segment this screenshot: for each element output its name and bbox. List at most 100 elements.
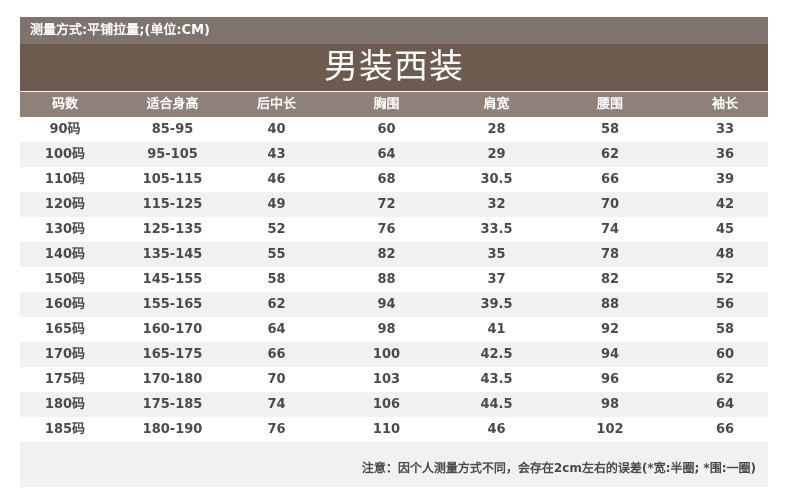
cell-height: 135-145 — [142, 247, 203, 262]
cell-waist: 94 — [600, 347, 620, 362]
footnote: 注意：因个人测量方式不同，会存在2cm左右的误差(*宽:半圈; *围:一圈) — [361, 461, 756, 475]
cell-shoulder: 41 — [487, 322, 506, 337]
cell-height: 160-170 — [142, 322, 203, 337]
cell-waist: 98 — [600, 397, 620, 412]
cell-back-length: 64 — [267, 322, 286, 337]
cell-back-length: 74 — [267, 397, 286, 412]
cell-size: 130码 — [44, 222, 86, 237]
cell-height: 145-155 — [142, 272, 203, 287]
header-back-length: 后中长 — [256, 97, 296, 112]
cell-height: 85-95 — [151, 122, 194, 137]
header-waist: 腰围 — [596, 97, 623, 112]
cell-sleeve: 60 — [715, 347, 735, 362]
cell-shoulder: 46 — [487, 422, 506, 437]
cell-sleeve: 64 — [715, 397, 735, 412]
cell-waist: 88 — [600, 297, 620, 312]
cell-shoulder: 37 — [487, 272, 506, 287]
cell-chest: 100 — [372, 347, 401, 362]
cell-shoulder: 28 — [487, 122, 506, 137]
cell-waist: 102 — [596, 422, 624, 437]
cell-size: 100码 — [44, 147, 86, 162]
cell-height: 125-135 — [142, 222, 203, 237]
cell-shoulder: 32 — [487, 197, 506, 212]
cell-waist: 66 — [600, 172, 620, 187]
cell-shoulder: 39.5 — [480, 297, 513, 312]
table-row: 180码 175-185 74 106 44.5 98 64 — [20, 392, 768, 417]
table-row: 165码 160-170 64 98 41 92 58 — [20, 317, 768, 342]
cell-chest: 110 — [372, 422, 401, 437]
table-row: 130码 125-135 52 76 33.5 74 45 — [20, 217, 768, 242]
cell-height: 175-185 — [142, 397, 203, 412]
cell-size: 150码 — [44, 272, 86, 287]
header-sleeve: 袖长 — [711, 97, 738, 112]
cell-back-length: 62 — [267, 297, 286, 312]
table-row: 140码 135-145 55 82 35 78 48 — [20, 242, 768, 267]
cell-height: 115-125 — [142, 197, 203, 212]
cell-size: 180码 — [44, 397, 86, 412]
cell-back-length: 49 — [267, 197, 286, 212]
cell-waist: 62 — [600, 147, 620, 162]
cell-back-length: 58 — [267, 272, 286, 287]
cell-height: 95-105 — [147, 147, 198, 162]
cell-waist: 82 — [600, 272, 620, 287]
cell-height: 180-190 — [142, 422, 203, 437]
cell-chest: 68 — [377, 172, 396, 187]
chart-title: 男装西装 — [20, 44, 768, 91]
cell-size: 165码 — [44, 322, 86, 337]
table-row: 150码 145-155 58 88 37 82 52 — [20, 267, 768, 292]
cell-chest: 98 — [377, 322, 396, 337]
cell-height: 170-180 — [142, 372, 203, 387]
header-chest: 胸围 — [373, 97, 400, 112]
cell-shoulder: 35 — [487, 247, 506, 262]
cell-sleeve: 58 — [715, 322, 735, 337]
cell-back-length: 66 — [267, 347, 286, 362]
cell-chest: 64 — [377, 147, 396, 162]
cell-height: 165-175 — [142, 347, 203, 362]
cell-chest: 103 — [372, 372, 401, 387]
cell-chest: 106 — [372, 397, 401, 412]
cell-shoulder: 42.5 — [480, 347, 513, 362]
cell-sleeve: 62 — [715, 372, 735, 387]
cell-back-length: 46 — [267, 172, 286, 187]
cell-size: 185码 — [44, 422, 86, 437]
cell-chest: 94 — [377, 297, 396, 312]
table-header: 码数 适合身高 后中长 胸围 肩宽 腰围 袖长 — [20, 92, 768, 117]
cell-size: 140码 — [44, 247, 86, 262]
cell-size: 175码 — [44, 372, 86, 387]
cell-waist: 92 — [600, 322, 620, 337]
cell-back-length: 55 — [267, 247, 286, 262]
cell-waist: 96 — [600, 372, 620, 387]
table-row: 160码 155-165 62 94 39.5 88 56 — [20, 292, 768, 317]
table-row: 170码 165-175 66 100 42.5 94 60 — [20, 342, 768, 367]
cell-size: 120码 — [44, 197, 86, 212]
table-row: 110码 105-115 46 68 30.5 66 39 — [20, 167, 768, 192]
cell-chest: 76 — [377, 222, 396, 237]
table-row: 100码 95-105 43 64 29 62 36 — [20, 142, 768, 167]
table-body: 90码 85-95 40 60 28 58 33 100码 95-105 43 64 29 62 36 11… — [20, 117, 768, 442]
table-row: 90码 85-95 40 60 28 58 33 — [20, 117, 768, 142]
cell-size: 110码 — [44, 172, 86, 187]
cell-back-length: 52 — [267, 222, 286, 237]
table-row: 185码 180-190 76 110 46 102 66 — [20, 417, 768, 442]
cell-sleeve: 66 — [715, 422, 735, 437]
table-row: 175码 170-180 70 103 43.5 96 62 — [20, 367, 768, 392]
cell-waist: 70 — [600, 197, 620, 212]
cell-shoulder: 30.5 — [480, 172, 513, 187]
table-row: 120码 115-125 49 72 32 70 42 — [20, 192, 768, 217]
cell-back-length: 76 — [267, 422, 286, 437]
header-size: 码数 — [51, 97, 78, 112]
header-height: 适合身高 — [146, 97, 199, 112]
cell-shoulder: 33.5 — [480, 222, 513, 237]
cell-back-length: 70 — [267, 372, 286, 387]
cell-waist: 58 — [600, 122, 620, 137]
cell-sleeve: 52 — [715, 272, 735, 287]
cell-back-length: 40 — [267, 122, 286, 137]
cell-size: 170码 — [44, 347, 86, 362]
header-shoulder: 肩宽 — [483, 97, 510, 112]
cell-size: 90码 — [49, 122, 81, 137]
cell-waist: 74 — [600, 222, 620, 237]
cell-shoulder: 44.5 — [480, 397, 513, 412]
cell-back-length: 43 — [267, 147, 286, 162]
cell-shoulder: 29 — [487, 147, 506, 162]
cell-chest: 82 — [377, 247, 396, 262]
